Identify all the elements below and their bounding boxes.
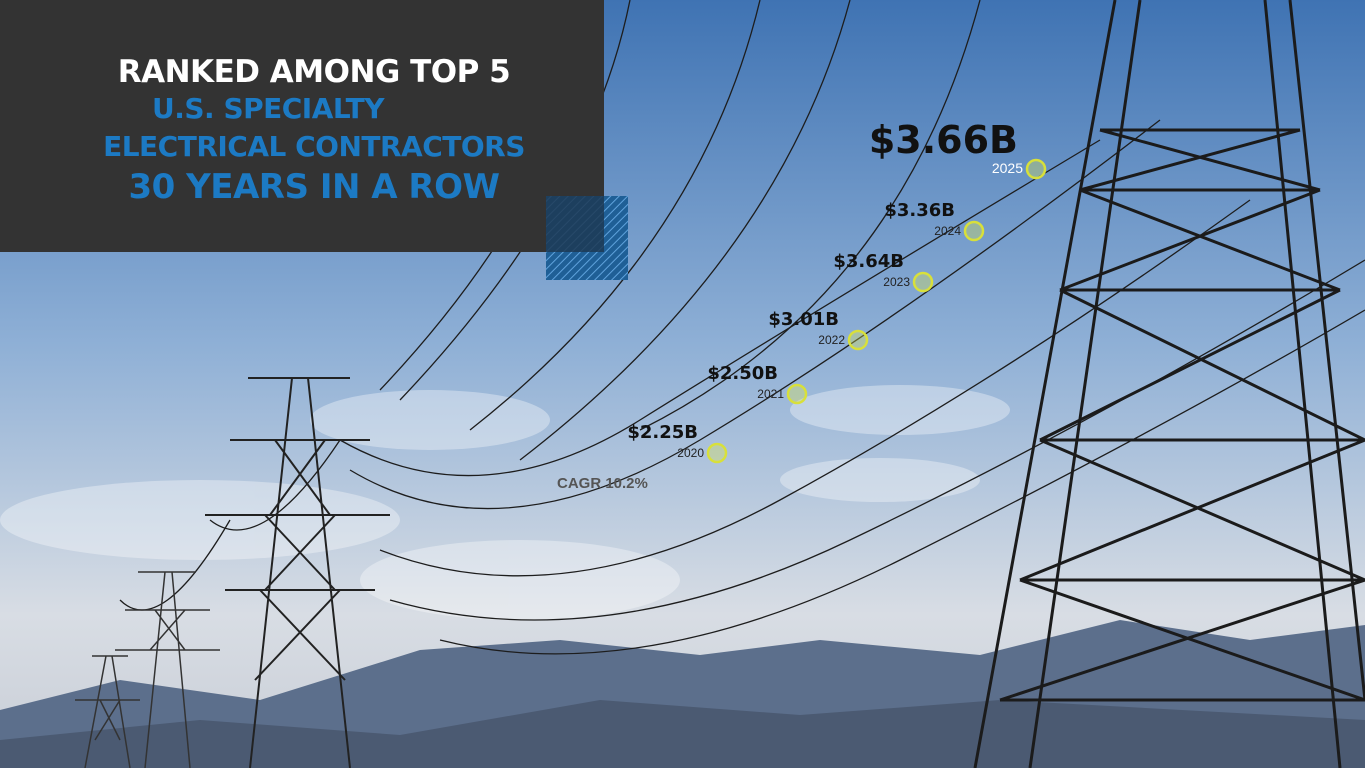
value-label: $3.01B [768, 309, 839, 330]
header-line: U.S. SPECIALTY [152, 92, 385, 125]
header-line: 30 YEARS IN A ROW [129, 167, 500, 207]
year-label: 2020 [677, 446, 704, 460]
clouds [0, 385, 1010, 620]
foothills [0, 700, 1365, 768]
point-marker [912, 271, 934, 293]
year-label: 2021 [757, 387, 784, 401]
value-label: $3.36B [884, 200, 955, 221]
point-marker [786, 383, 808, 405]
year-label: 2024 [934, 224, 961, 238]
header-panel [0, 0, 604, 252]
point-marker [963, 220, 985, 242]
value-label: $3.64B [833, 251, 904, 272]
year-label: 2025 [992, 160, 1023, 176]
cagr: CAGR 10.2% [557, 475, 648, 492]
tower-small [75, 571, 220, 768]
value-label: $2.50B [707, 363, 778, 384]
value-label: $3.66B [869, 118, 1018, 162]
year-label: 2023 [883, 275, 910, 289]
hatch-overlap [546, 196, 604, 252]
point-marker [1025, 158, 1047, 180]
header-line: ELECTRICAL CONTRACTORS [103, 130, 525, 163]
value-label: $2.25B [627, 422, 698, 443]
point-marker [706, 442, 728, 464]
header-line: RANKED AMONG TOP 5 [118, 54, 511, 90]
point-marker [847, 329, 869, 351]
power-lines [119, 0, 1365, 655]
year-label: 2022 [818, 333, 845, 347]
revenue-points: 2020 $2.25B 2021 $2.50B 2022 $3.01B 2023 $3.64B… [627, 118, 1047, 464]
tower-large [973, 0, 1365, 768]
tower-mid [205, 377, 390, 768]
